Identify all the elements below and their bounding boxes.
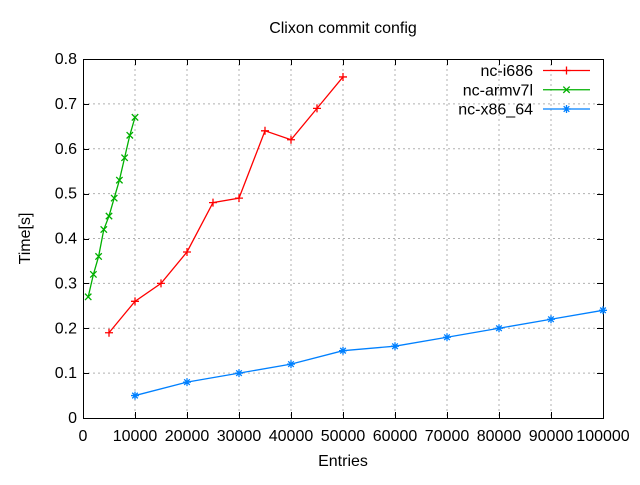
x-tick-label: 50000 <box>321 428 366 445</box>
legend-entry-nc-x86_64: nc-x86_64 <box>458 102 590 119</box>
legend-sample-marker-nc-armv7l <box>562 86 571 94</box>
series-line-nc-x86_64 <box>134 309 604 397</box>
legend-sample-marker-nc-i686 <box>562 66 571 75</box>
x-tick-label: 30000 <box>217 428 262 445</box>
legend-label-nc-i686: nc-i686 <box>481 63 534 80</box>
y-axis-label: Time[s] <box>17 213 34 265</box>
x-tick-label: 100000 <box>576 428 629 445</box>
legend-entry-nc-armv7l: nc-armv7l <box>463 82 590 99</box>
gridlines <box>83 59 603 418</box>
y-tick-labels: 0 0.1 0.2 0.3 0.4 0.5 0.6 0.7 0.8 <box>55 51 77 427</box>
series-nc-x86_64 <box>131 306 607 400</box>
series-line-nc-i686 <box>108 76 344 334</box>
legend-label-nc-x86_64: nc-x86_64 <box>458 102 533 119</box>
y-tick-label: 0.2 <box>55 320 77 337</box>
series-markers-nc-i686 <box>105 72 347 337</box>
legend-label-nc-armv7l: nc-armv7l <box>463 82 533 99</box>
y-tick-label: 0.7 <box>55 96 77 113</box>
y-tick-label: 0.1 <box>55 365 77 382</box>
x-tick-label: 60000 <box>373 428 418 445</box>
x-tick-label: 90000 <box>529 428 574 445</box>
x-tick-label: 10000 <box>113 428 158 445</box>
x-tick-labels: 0 10000 20000 30000 40000 50000 60000 70000 8000… <box>79 428 630 445</box>
x-tick-label: 70000 <box>425 428 470 445</box>
series-line-nc-armv7l <box>87 117 136 297</box>
x-tick-label: 20000 <box>165 428 210 445</box>
chart-title: Clixon commit config <box>269 20 417 37</box>
x-axis-label: Entries <box>318 453 368 470</box>
series-markers-nc-x86_64 <box>131 306 607 400</box>
y-tick-label: 0.5 <box>55 186 77 203</box>
series-nc-i686 <box>105 72 347 337</box>
legend-sample-marker-nc-x86_64 <box>562 105 571 113</box>
x-tick-label: 40000 <box>269 428 314 445</box>
y-tick-label: 0.6 <box>55 141 77 158</box>
y-tick-label: 0.4 <box>55 231 77 248</box>
y-tick-label: 0.3 <box>55 275 77 292</box>
legend: nc-i686 nc-armv7l nc-x86_64 <box>458 63 590 119</box>
plot-frame <box>83 59 604 419</box>
series-nc-armv7l <box>84 113 139 301</box>
y-tick-label: 0 <box>68 410 77 427</box>
x-tick-label: 80000 <box>477 428 522 445</box>
legend-entry-nc-i686: nc-i686 <box>481 63 590 80</box>
series-markers-nc-armv7l <box>84 113 139 301</box>
y-tick-label: 0.8 <box>55 51 77 68</box>
x-tick-label: 0 <box>79 428 88 445</box>
